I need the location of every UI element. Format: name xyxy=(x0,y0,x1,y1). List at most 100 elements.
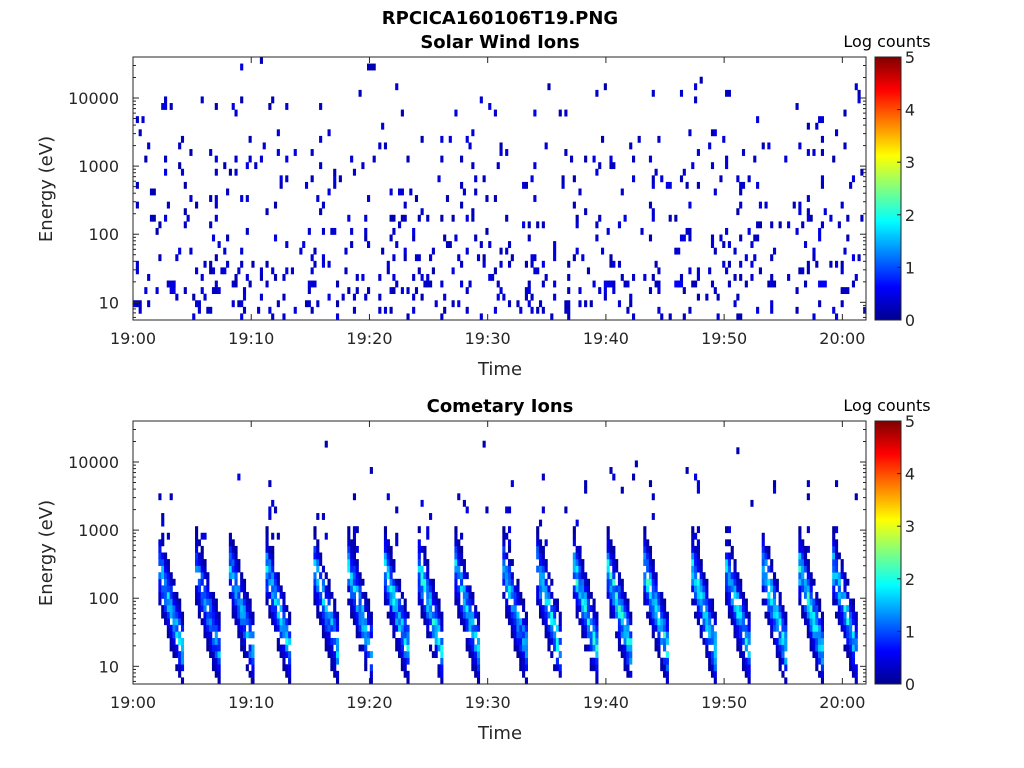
count-cell xyxy=(445,195,450,202)
burst-cell xyxy=(733,578,737,586)
burst-cell xyxy=(352,559,357,566)
burst-cell xyxy=(803,605,808,612)
burst-cell xyxy=(553,611,557,619)
burst-cell xyxy=(440,611,444,619)
burst-cell xyxy=(403,624,407,632)
burst-cell xyxy=(834,539,839,547)
burst-cell xyxy=(843,624,847,632)
count-cell xyxy=(217,241,221,248)
burst-cell xyxy=(200,545,204,553)
burst-cell xyxy=(851,637,856,645)
burst-cell xyxy=(761,585,765,593)
burst-cell xyxy=(851,618,856,626)
burst-cell xyxy=(820,677,825,685)
count-cell xyxy=(803,241,808,248)
count-cell xyxy=(234,280,238,288)
burst-cell xyxy=(389,605,393,612)
count-cell xyxy=(319,103,323,110)
burst-cell xyxy=(465,572,469,580)
burst-cell xyxy=(462,591,466,599)
burst-cell xyxy=(609,552,613,560)
burst-cell xyxy=(347,545,351,553)
count-cell xyxy=(254,162,258,170)
burst-cell xyxy=(203,585,207,593)
burst-cell xyxy=(248,644,252,652)
count-cell xyxy=(739,188,743,196)
burst-cell xyxy=(775,618,779,626)
burst-cell xyxy=(195,585,199,593)
burst-cell xyxy=(761,565,765,573)
count-cell xyxy=(183,287,187,295)
burst-cell xyxy=(468,651,472,659)
count-cell xyxy=(739,234,743,242)
burst-cell xyxy=(657,651,661,659)
burst-cell xyxy=(403,651,407,659)
burst-cell xyxy=(429,585,433,593)
count-cell xyxy=(691,280,695,288)
burst-cell xyxy=(395,611,399,619)
count-cell xyxy=(468,280,472,288)
count-cell xyxy=(750,273,754,281)
burst-cell xyxy=(541,552,545,560)
burst-cell xyxy=(705,644,709,652)
count-cell xyxy=(183,181,187,189)
burst-cell xyxy=(837,611,841,619)
count-cell xyxy=(654,168,658,176)
count-cell xyxy=(753,234,757,242)
count-cell xyxy=(696,293,700,301)
count-cell xyxy=(437,175,441,183)
x-tick-label: 19:40 xyxy=(583,329,629,348)
burst-cell xyxy=(200,572,204,580)
burst-speckle xyxy=(651,513,655,520)
burst-cell xyxy=(242,598,247,606)
count-cell xyxy=(632,175,636,183)
count-cell xyxy=(719,234,723,242)
count-cell xyxy=(637,135,641,143)
burst-cell xyxy=(474,611,478,619)
x-tick-label: 19:30 xyxy=(465,329,511,348)
burst-cell xyxy=(282,664,286,672)
burst-cell xyxy=(465,611,469,619)
burst-cell xyxy=(319,552,323,560)
burst-cell xyxy=(657,631,661,639)
burst-cell xyxy=(180,664,185,672)
count-cell xyxy=(795,227,799,235)
burst-cell xyxy=(271,578,275,586)
burst-cell xyxy=(806,624,810,632)
burst-cell xyxy=(778,664,782,672)
count-cell xyxy=(843,142,847,150)
count-cell xyxy=(716,313,720,321)
burst-cell xyxy=(657,618,661,626)
burst-cell xyxy=(437,624,441,632)
burst-cell xyxy=(214,598,218,606)
count-cell xyxy=(544,273,548,281)
burst-speckle xyxy=(507,526,512,534)
count-cell xyxy=(598,287,602,295)
burst-cell xyxy=(369,631,373,639)
burst-cell xyxy=(541,578,545,586)
burst-cell xyxy=(612,565,616,573)
burst-cell xyxy=(815,611,819,619)
burst-cell xyxy=(606,591,610,599)
burst-cell xyxy=(736,611,740,619)
count-cell xyxy=(454,109,458,117)
burst-cell xyxy=(694,552,698,560)
count-cell xyxy=(629,300,633,308)
burst-cell xyxy=(522,664,526,672)
count-cell xyxy=(321,201,326,209)
count-cell xyxy=(395,83,399,91)
burst-cell xyxy=(420,565,424,573)
background-cell xyxy=(324,440,328,448)
burst-cell xyxy=(812,578,816,586)
burst-cell xyxy=(519,637,523,645)
burst-cell xyxy=(744,644,748,652)
burst-cell xyxy=(739,651,743,659)
burst-cell xyxy=(398,644,402,652)
burst-cell xyxy=(550,651,554,659)
burst-cell xyxy=(775,637,779,645)
burst-cell xyxy=(553,598,557,606)
burst-cell xyxy=(547,611,551,619)
burst-cell xyxy=(801,605,805,612)
count-cell xyxy=(758,267,762,275)
count-cell xyxy=(327,260,331,268)
